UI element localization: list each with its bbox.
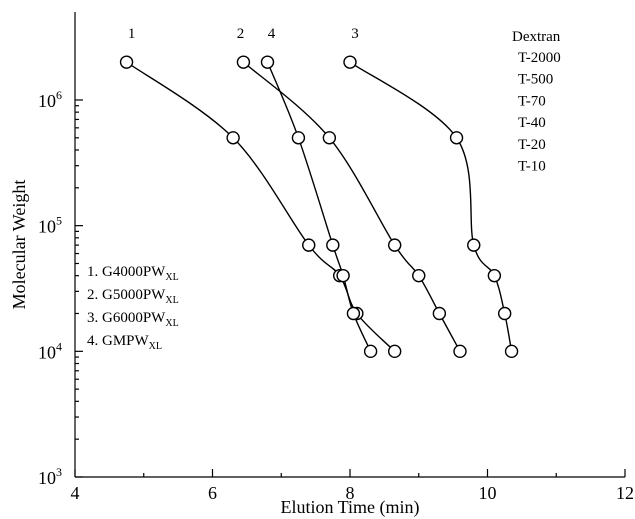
y-axis-label: Molecular Weight [9, 180, 29, 310]
y-tick-label: 103 [38, 465, 62, 488]
legend-item-text: 2. G5000PW [87, 287, 166, 303]
series-2-point [453, 344, 467, 359]
labels-group: 1 2 3 4 [128, 26, 359, 42]
series-1-point [226, 131, 240, 145]
y-tick-exponent: 4 [56, 339, 62, 353]
x-tick-label: 10 [479, 483, 497, 503]
y-tick-base: 10 [38, 91, 56, 111]
series-2-label: 2 [237, 26, 245, 42]
legend-item-text: 1. G4000PW [87, 264, 166, 280]
series-3-line [349, 61, 513, 353]
series-1-point [302, 238, 316, 252]
series-3-point [487, 268, 502, 283]
legend-item-subscript: XL [165, 295, 178, 306]
series-4-point [291, 131, 306, 145]
legend-item-subscript: XL [165, 272, 178, 283]
y-tick-base: 10 [38, 468, 56, 488]
series-1-point [387, 344, 402, 359]
dextran-standard-t-500: T-500 [518, 72, 553, 88]
dextran-standard-t-20: T-20 [518, 137, 546, 153]
series-4-point [336, 268, 350, 283]
series-4 [260, 55, 378, 359]
series-2-point [236, 55, 251, 69]
series-1-label: 1 [128, 26, 136, 42]
series-4-point [260, 55, 275, 69]
x-tick-label: 12 [616, 483, 634, 503]
y-tick-label: 104 [38, 339, 62, 362]
legend-item-1: 1. G4000PWXL [87, 264, 179, 283]
series-4-label: 4 [268, 26, 276, 42]
series-3-label: 3 [351, 26, 359, 42]
series-2 [236, 55, 467, 359]
dextran-standard-t-10: T-10 [518, 159, 546, 175]
series-2-point [387, 238, 402, 252]
x-axis-label: Elution Time (min) [280, 497, 419, 518]
series-3-point [449, 131, 464, 145]
series-3-point [467, 238, 481, 252]
dextran-standard-t-2000: T-2000 [518, 50, 561, 66]
legend-item-4: 4. GMPWXL [87, 333, 162, 352]
series-1-point [119, 55, 134, 69]
legend-item-2: 2. G5000PWXL [87, 287, 179, 306]
x-tick-label: 4 [71, 483, 80, 503]
series-group [119, 55, 519, 359]
series-4-point [346, 306, 361, 321]
series-3 [343, 55, 519, 359]
y-tick-exponent: 3 [56, 465, 62, 479]
dextran-standard-t-40: T-40 [518, 115, 546, 131]
y-tick-base: 10 [38, 217, 56, 237]
y-tick-label: 105 [38, 214, 62, 237]
dextran-title: Dextran [512, 29, 561, 45]
y-tick-label: 106 [38, 88, 62, 111]
series-2-point [412, 268, 426, 283]
series-2-point [432, 306, 447, 321]
legend-item-subscript: XL [165, 318, 178, 329]
legend-item-text: 3. G6000PW [87, 310, 166, 326]
legend-item-text: 4. GMPW [87, 333, 150, 349]
x-tick-label: 6 [208, 483, 217, 503]
x-tick-label: 8 [346, 483, 355, 503]
series-4-point [363, 344, 378, 359]
series-3-point [497, 306, 512, 321]
series-2-point [322, 131, 337, 145]
legend-item-3: 3. G6000PWXL [87, 310, 179, 329]
series-4-point [326, 238, 340, 252]
dextran-group: Dextran T-2000 T-500 T-70 T-40 T-20 T-10 [512, 29, 561, 175]
series-3-point [504, 344, 519, 359]
legend-item-subscript: XL [149, 341, 162, 352]
dextran-standard-t-70: T-70 [518, 93, 546, 109]
series-3-point [343, 55, 357, 69]
y-tick-exponent: 6 [56, 88, 62, 102]
y-tick-base: 10 [38, 342, 56, 362]
y-tick-exponent: 5 [56, 214, 62, 228]
